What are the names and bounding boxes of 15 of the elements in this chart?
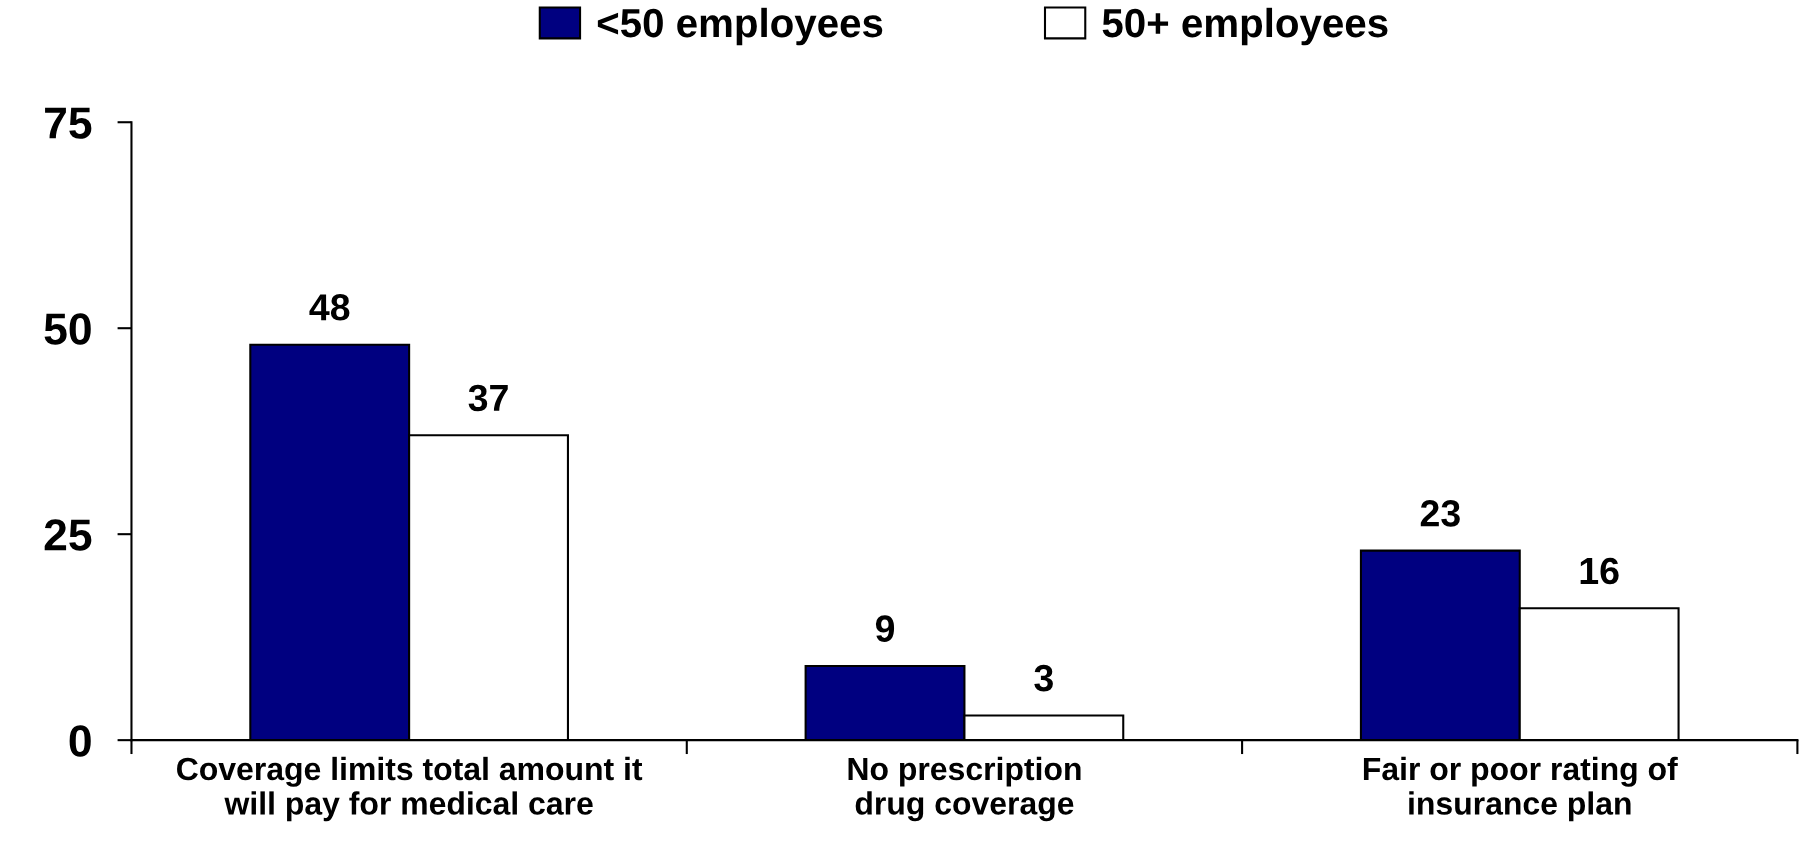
legend-label: 50+ employees [1102, 7, 1388, 46]
x-tick-label: Coverage limits total amount it will pay for medical care [177, 756, 643, 822]
data-label: 9 [875, 615, 895, 642]
x-tick-label: Fair or poor rating of insurance plan [1363, 756, 1678, 822]
y-tick-label: 25 [44, 519, 92, 551]
data-label: 37 [468, 384, 508, 412]
data-label: 3 [1034, 664, 1053, 692]
y-tick-label: 50 [44, 313, 91, 345]
data-label: 16 [1580, 557, 1619, 585]
data-label: 23 [1420, 500, 1460, 527]
data-label: 48 [309, 294, 350, 321]
x-tick-label: No prescription drug coverage [848, 756, 1081, 822]
legend-label: <50 employees [597, 7, 883, 46]
y-tick-label: 75 [45, 107, 92, 139]
y-tick-label: 0 [69, 725, 91, 757]
